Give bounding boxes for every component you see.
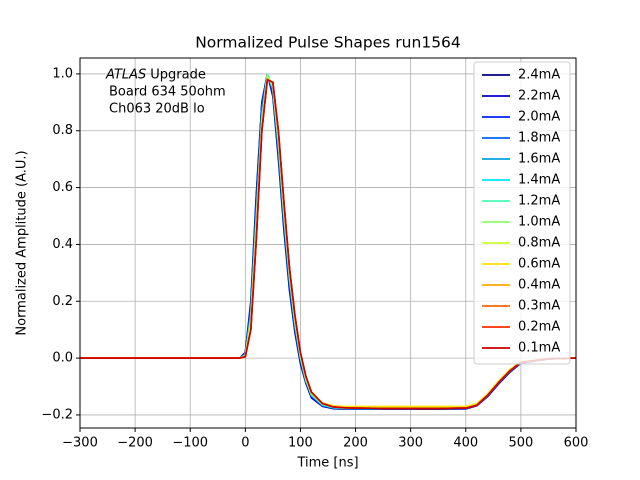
x-tick-label: −200 — [117, 436, 153, 451]
legend-label: 0.8mA — [518, 236, 560, 251]
annotation-text: ATLAS — [105, 68, 146, 83]
legend-label: 0.4mA — [518, 278, 560, 293]
annotation-text: Upgrade — [150, 68, 206, 83]
legend-label: 1.0mA — [518, 215, 560, 230]
y-axis-label: Normalized Amplitude (A.U.) — [15, 150, 30, 335]
legend-label: 1.2mA — [518, 194, 560, 209]
legend-label: 0.6mA — [518, 257, 560, 272]
y-tick-label: 0.8 — [52, 123, 73, 138]
y-tick-label: 0.6 — [52, 180, 73, 195]
x-tick-label: 0 — [241, 436, 249, 451]
legend-label: 1.6mA — [518, 152, 560, 167]
x-tick-label: 100 — [288, 436, 313, 451]
x-tick-label: 500 — [508, 436, 533, 451]
legend-label: 0.1mA — [518, 341, 560, 356]
y-tick-label: 0.4 — [52, 237, 73, 252]
plot-lines — [80, 73, 577, 411]
x-tick-label: −100 — [172, 436, 208, 451]
y-tick-label: 1.0 — [52, 66, 73, 81]
x-tick-label: 300 — [398, 436, 423, 451]
y-tick-label: −0.2 — [41, 407, 73, 422]
series-line — [80, 78, 577, 410]
x-tick-label: −300 — [62, 436, 98, 451]
legend-label: 0.2mA — [518, 320, 560, 335]
legend-label: 1.8mA — [518, 131, 560, 146]
legend-label: 0.3mA — [518, 299, 560, 314]
annotation-text: Board 634 50ohm — [109, 85, 226, 100]
axes-frame — [79, 57, 577, 429]
legend-label: 2.0mA — [518, 110, 560, 125]
x-tick-label: 600 — [564, 436, 589, 451]
legend-label: 2.4mA — [518, 68, 560, 83]
legend: 2.4mA 2.2mA 2.0mA 1.8mA 1.6mA 1.4mA 1.2mA 1.0mA… — [473, 61, 571, 365]
chart-title: Normalized Pulse Shapes run1564 — [195, 34, 461, 52]
x-tick-label: 200 — [343, 436, 368, 451]
y-tick-label: 0.0 — [52, 351, 73, 366]
y-tick-label: 0.2 — [52, 294, 73, 309]
x-tick-label: 400 — [453, 436, 478, 451]
annotation-text: Ch063 20dB lo — [109, 102, 205, 117]
legend-label: 1.4mA — [518, 173, 560, 188]
annotation: ATLAS Upgrade Board 634 50ohm Ch063 20dB lo — [105, 68, 226, 117]
x-axis-label: Time [ns] — [296, 456, 358, 471]
legend-label: 2.2mA — [518, 89, 560, 104]
